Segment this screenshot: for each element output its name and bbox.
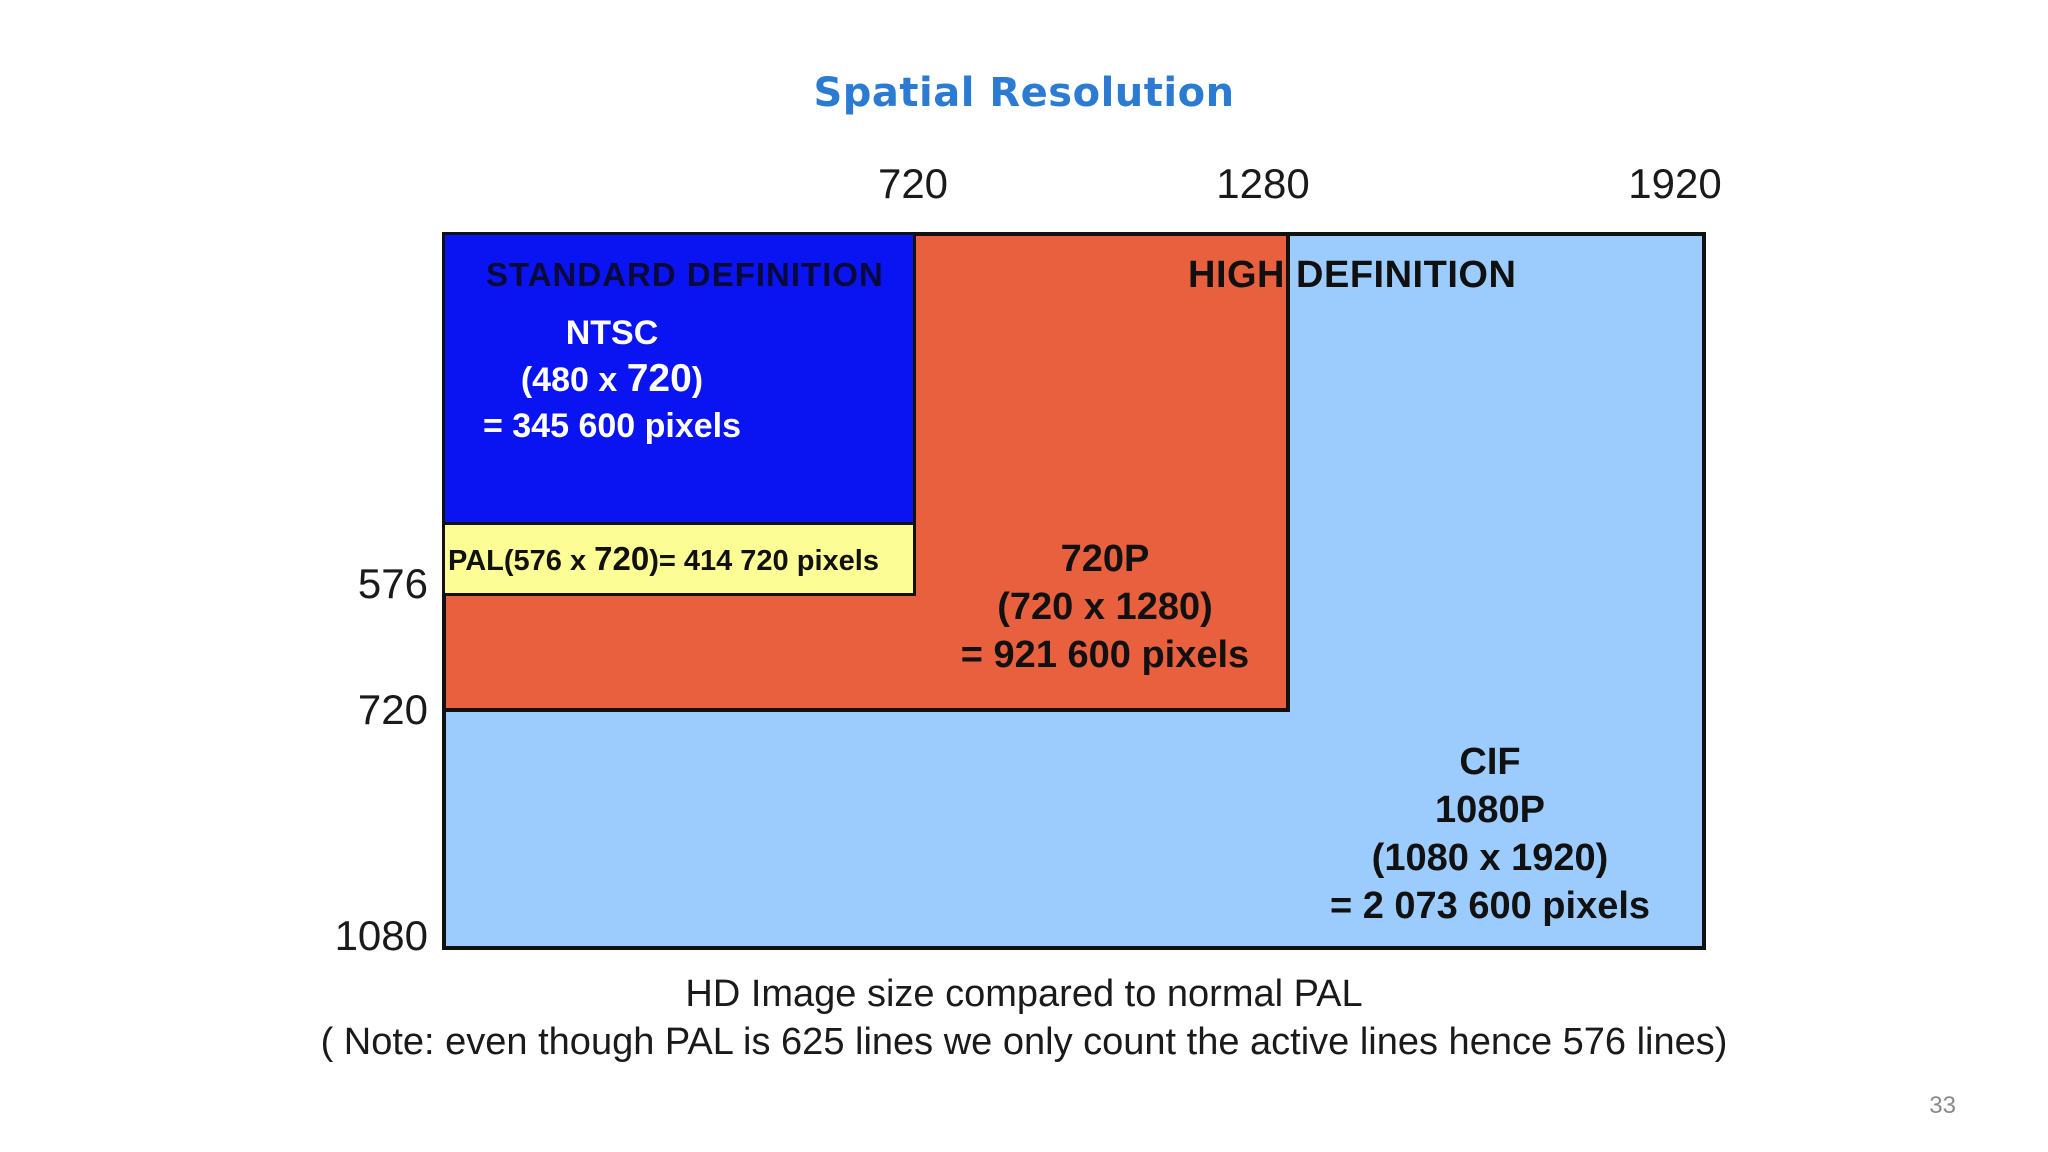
ntsc-region <box>442 232 916 524</box>
column-label-1920: 1920 <box>1628 160 1722 207</box>
column-label-1280: 1280 <box>1216 160 1310 207</box>
cif-dimensions: (1080 x 1920) <box>1371 837 1609 879</box>
row-label-720: 720 <box>357 686 428 733</box>
column-label-720: 720 <box>877 160 949 207</box>
page-number: 33 <box>1929 1092 1956 1119</box>
hd-720p-label: 720P (720 x 1280) = 921 600 pixels <box>940 535 1270 679</box>
pal-region <box>442 522 916 596</box>
high-definition-heading: HIGH DEFINITION <box>1188 254 1517 296</box>
ntsc-dimensions: (480 x 720) <box>520 357 704 400</box>
standard-definition-heading: STANDARD DEFINITION <box>486 256 884 293</box>
ntsc-label: NTSC (480 x 720) = 345 600 pixels <box>442 310 782 449</box>
row-label-576: 576 <box>357 560 428 607</box>
cif-format: 1080P <box>1435 789 1545 831</box>
row-label-1080: 1080 <box>334 912 428 959</box>
cif-1080p-label: CIF 1080P (1080 x 1920) = 2 073 600 pixe… <box>1300 738 1680 930</box>
caption-line-2: ( Note: even though PAL is 625 lines we … <box>320 1021 1728 1063</box>
ntsc-pixel-count: = 345 600 pixels <box>482 407 742 445</box>
hd-720p-dimensions: (720 x 1280) <box>997 586 1213 628</box>
ntsc-name: NTSC <box>565 314 659 352</box>
hd-720p-pixel-count: = 921 600 pixels <box>960 634 1250 676</box>
slide-title: Spatial Resolution <box>813 70 1235 116</box>
cif-name: CIF <box>1459 741 1521 783</box>
caption-line-1: HD Image size compared to normal PAL <box>685 973 1363 1015</box>
hd-720p-name: 720P <box>1060 538 1150 580</box>
pal-label: PAL(576 x 720)= 414 720 pixels <box>448 540 879 577</box>
cif-pixel-count: = 2 073 600 pixels <box>1329 885 1651 927</box>
